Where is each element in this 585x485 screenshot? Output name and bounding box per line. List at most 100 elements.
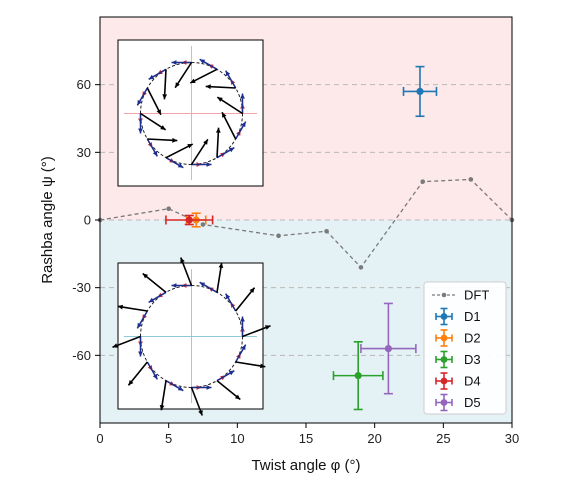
point-d1 xyxy=(402,65,438,118)
spin-blue-arrow-head xyxy=(137,322,142,329)
spin-black-arrow-head xyxy=(159,405,165,411)
spin-blue-arrow-head xyxy=(241,344,246,351)
spin-black-arrow xyxy=(190,138,209,165)
spin-black-arrow xyxy=(216,262,223,293)
spin-black-arrow xyxy=(216,96,243,115)
y-tick-label: 0 xyxy=(84,213,91,228)
spin-blue-arrow-head xyxy=(228,370,235,376)
data-point xyxy=(416,87,424,96)
spin-black-arrow xyxy=(190,387,203,416)
spin-black-arrow-head xyxy=(112,343,118,348)
dft-point xyxy=(420,179,426,184)
device-points xyxy=(165,65,438,411)
data-point xyxy=(185,216,193,224)
dft-point xyxy=(200,222,206,227)
spin-black-arrow xyxy=(205,85,236,89)
y-axis-label: Rashba angle ψ (°) xyxy=(39,156,56,284)
inset-top-left xyxy=(117,39,264,187)
spin-blue-arrow-head xyxy=(138,128,143,134)
spin-black-arrow-head xyxy=(160,125,166,130)
legend-label: DFT xyxy=(464,288,489,303)
y-tick-label: 30 xyxy=(77,145,91,160)
spin-blue-arrow-head xyxy=(199,282,206,287)
legend-label: D1 xyxy=(464,309,481,324)
data-point xyxy=(384,344,392,353)
spin-black-arrow xyxy=(117,305,148,312)
spin-black-arrow xyxy=(165,143,194,159)
x-tick-label: 30 xyxy=(505,431,519,446)
legend-item-d5: D5 xyxy=(435,393,481,412)
spin-blue-arrow-head xyxy=(171,60,177,65)
spin-black-arrow-head xyxy=(260,363,266,369)
spin-black-arrow xyxy=(216,380,241,401)
dft-point xyxy=(468,177,474,182)
spin-black-arrow-head xyxy=(156,109,161,115)
spin-blue-arrow-head xyxy=(199,59,206,64)
legend-marker xyxy=(440,399,448,406)
spin-black-arrow xyxy=(147,138,178,142)
spin-black-arrow xyxy=(242,325,271,338)
legend-item-d3: D3 xyxy=(435,350,481,369)
spin-black-arrow xyxy=(221,111,237,140)
x-tick-label: 0 xyxy=(96,431,103,446)
spin-blue-arrow-head xyxy=(240,93,245,99)
spin-black-arrow-head xyxy=(203,139,208,145)
spin-black-arrow-head xyxy=(180,257,185,263)
dft-point xyxy=(276,233,281,239)
spin-blue-arrow-head xyxy=(225,70,231,77)
legend-item-d1: D1 xyxy=(435,307,481,326)
spin-black-arrow xyxy=(127,361,148,386)
spin-black-arrow-head xyxy=(187,144,193,149)
spin-blue-arrow-head xyxy=(152,150,158,157)
dft-series xyxy=(97,177,515,270)
spin-black-arrow xyxy=(160,380,167,411)
spin-black-arrow xyxy=(235,287,256,312)
spin-black-arrow-head xyxy=(142,273,149,279)
y-tick-label: 60 xyxy=(77,77,91,92)
legend-marker xyxy=(440,377,448,385)
inset-frame xyxy=(117,262,264,410)
dft-point xyxy=(324,228,329,234)
spin-blue-arrow-head xyxy=(228,147,235,153)
spin-black-arrow-head xyxy=(205,84,211,90)
spin-black-arrow-head xyxy=(198,410,203,416)
dft-point xyxy=(358,265,364,270)
x-axis: 0 5 10 15 20 25 30 xyxy=(96,423,519,446)
legend-item-d4: D4 xyxy=(435,372,481,390)
legend-marker xyxy=(441,292,447,298)
spin-black-arrow xyxy=(163,69,167,100)
x-axis-label: Twist angle φ (°) xyxy=(251,457,360,474)
spin-black-arrow xyxy=(216,127,220,158)
spin-black-arrow-head xyxy=(162,94,168,100)
insets xyxy=(112,39,271,416)
legend-label: D3 xyxy=(464,352,481,367)
point-d4 xyxy=(165,214,214,226)
spin-blue-arrow-head xyxy=(241,121,246,128)
spin-blue-arrow-head xyxy=(152,373,158,380)
spin-blue-arrow-head xyxy=(177,386,184,391)
spin-blue-arrow-head xyxy=(225,293,231,300)
spin-blue-arrow-head xyxy=(148,74,155,80)
spin-black-arrow-head xyxy=(215,127,221,133)
legend-marker xyxy=(440,334,448,342)
x-tick-label: 5 xyxy=(165,431,172,446)
spin-black-arrow-head xyxy=(190,78,196,83)
inset-bottom-left xyxy=(112,257,271,416)
legend-item-dft: DFT xyxy=(432,288,489,303)
x-tick-label: 20 xyxy=(367,431,381,446)
dft-point xyxy=(166,206,171,212)
spin-black-arrow-head xyxy=(222,112,227,118)
spin-black-arrow-head xyxy=(218,262,224,268)
point-d5 xyxy=(360,302,417,395)
legend-label: D4 xyxy=(464,374,481,389)
spin-black-arrow-head xyxy=(249,287,255,294)
legend-label: D5 xyxy=(464,395,481,410)
spin-blue-arrow-head xyxy=(137,99,142,106)
spin-black-arrow xyxy=(112,335,141,348)
spin-blue-arrow-head xyxy=(148,297,155,303)
legend-item-d2: D2 xyxy=(435,329,481,347)
spin-black-arrow xyxy=(140,112,167,131)
spin-black-arrow xyxy=(174,62,193,89)
spin-black-arrow-head xyxy=(175,82,180,88)
